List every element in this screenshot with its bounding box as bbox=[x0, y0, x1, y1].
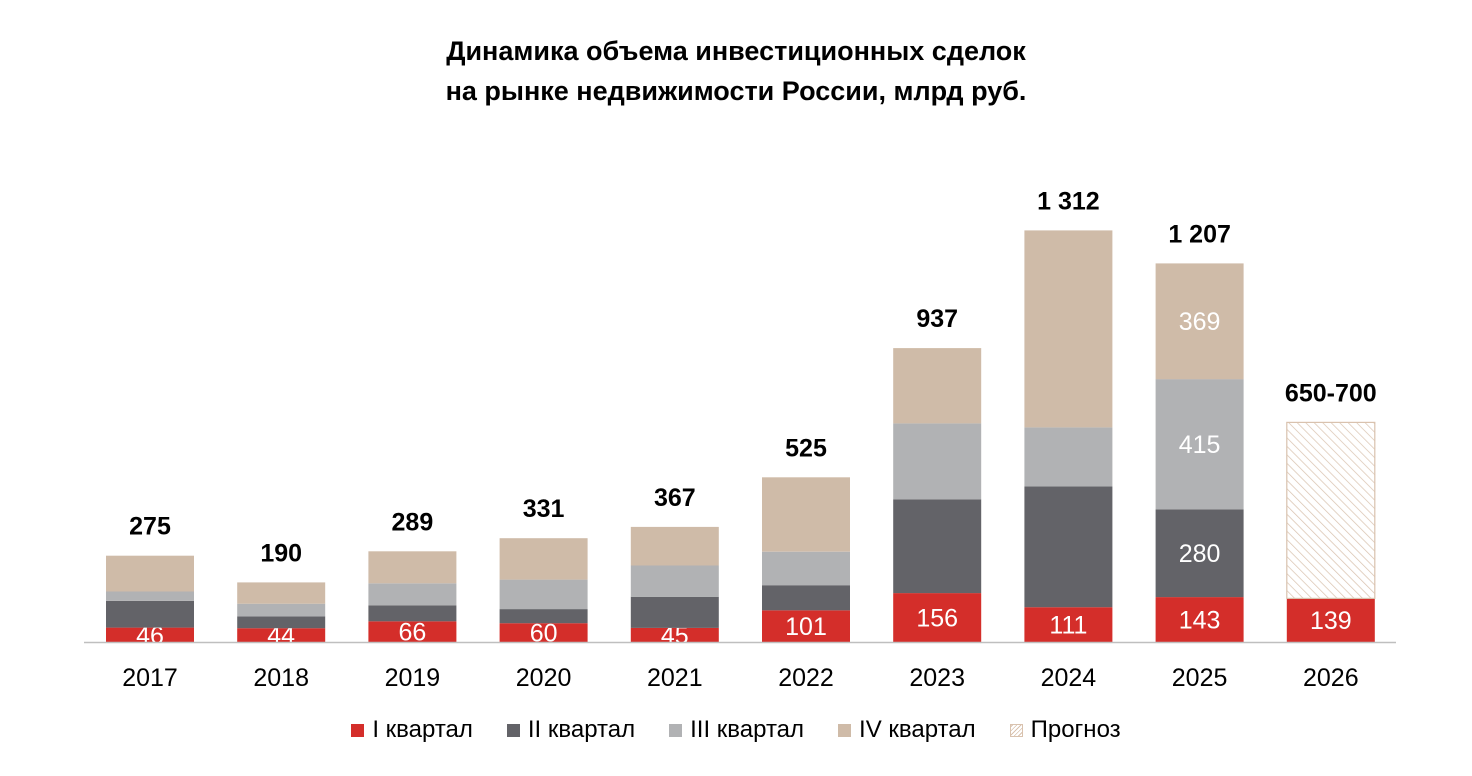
bar-segment-2020-s2 bbox=[499, 609, 588, 624]
legend-label-forecast: Прогноз bbox=[1030, 716, 1121, 743]
bar-segment-2018-s4 bbox=[237, 582, 326, 604]
bar-segment-2024-s3 bbox=[1024, 427, 1113, 487]
bar-segment-2026-s5 bbox=[1286, 421, 1376, 599]
legend-item-q2: II квартал bbox=[506, 716, 636, 744]
bar-segment-2025-s4 bbox=[1155, 263, 1244, 380]
bar-segment-2019-s4 bbox=[368, 551, 457, 584]
data-label-2025-s4: 369 bbox=[1179, 308, 1221, 336]
legend-swatch-q2 bbox=[506, 723, 520, 737]
total-label-2020: 331 bbox=[523, 495, 565, 523]
bar-segment-2017-s4 bbox=[106, 555, 194, 592]
data-label-2023-s1: 156 bbox=[916, 605, 958, 633]
total-label-2023: 937 bbox=[916, 305, 958, 333]
total-label-2025: 1 207 bbox=[1168, 220, 1231, 248]
bar-segment-2021-s3 bbox=[630, 565, 719, 597]
total-label-2019: 289 bbox=[392, 508, 434, 536]
bar-segment-2025-s3 bbox=[1155, 379, 1244, 510]
x-tick-label-2023: 2023 bbox=[909, 664, 965, 692]
bar-segment-2018-s3 bbox=[237, 603, 326, 617]
bar-segment-2026-s1 bbox=[1286, 598, 1375, 642]
bar-segment-2023-s1 bbox=[893, 593, 982, 642]
bar-segment-2022-s4 bbox=[762, 477, 850, 552]
bar-segment-2024-s1 bbox=[1024, 607, 1113, 642]
x-tick-label-2020: 2020 bbox=[516, 664, 572, 692]
legend-item-q3: III квартал bbox=[669, 716, 804, 744]
bar-segment-2023-s4 bbox=[893, 348, 982, 424]
bar-segment-2025-s2 bbox=[1155, 509, 1244, 598]
x-tick-label-2017: 2017 bbox=[122, 664, 178, 692]
legend-label-q2: II квартал bbox=[527, 716, 636, 743]
legend-label-q4: IV квартал bbox=[859, 716, 976, 743]
bar-segment-2017-s2 bbox=[106, 600, 194, 628]
bar-segment-2017-s3 bbox=[106, 591, 194, 601]
total-label-2021: 367 bbox=[654, 484, 696, 512]
bar-segment-2019-s1 bbox=[368, 621, 457, 642]
bar-segment-2022-s2 bbox=[762, 585, 850, 611]
total-label-2018: 190 bbox=[260, 539, 302, 567]
chart-legend: I квартал II квартал III квартал IV квар… bbox=[0, 716, 1472, 744]
bar-segment-2025-s1 bbox=[1155, 597, 1244, 642]
bar-segment-2020-s4 bbox=[499, 538, 588, 580]
total-label-2017: 275 bbox=[129, 513, 171, 541]
x-tick-label-2022: 2022 bbox=[778, 664, 834, 692]
bar-segment-2024-s4 bbox=[1024, 230, 1113, 428]
bar-segment-2019-s2 bbox=[368, 605, 457, 622]
total-label-2022: 525 bbox=[785, 434, 827, 462]
legend-swatch-forecast bbox=[1009, 723, 1023, 737]
data-label-2025-s1: 143 bbox=[1179, 607, 1221, 635]
bar-segment-2021-s1 bbox=[630, 627, 719, 642]
bar-segment-2017-s1 bbox=[106, 627, 194, 642]
legend-item-q4: IV квартал bbox=[838, 716, 976, 744]
total-label-2026: 650-700 bbox=[1285, 379, 1377, 407]
legend-swatch-q1 bbox=[351, 723, 365, 737]
data-label-2024-s1: 111 bbox=[1049, 612, 1087, 640]
bar-segment-2021-s4 bbox=[630, 526, 719, 566]
bar-segment-2018-s2 bbox=[237, 616, 326, 629]
legend-label-q1: I квартал bbox=[372, 716, 473, 743]
chart-title-line-2: на рынке недвижимости России, млрд руб. bbox=[445, 76, 1027, 106]
x-tick-label-2018: 2018 bbox=[253, 664, 309, 692]
x-tick-label-2021: 2021 bbox=[647, 664, 703, 692]
data-label-2025-s3: 415 bbox=[1179, 431, 1221, 459]
x-tick-label-2026: 2026 bbox=[1303, 664, 1359, 692]
bar-segment-2022-s3 bbox=[762, 551, 850, 586]
x-tick-label-2025: 2025 bbox=[1172, 664, 1228, 692]
chart-title-line-1: Динамика объема инвестиционных сделок bbox=[446, 36, 1026, 66]
bar-segment-2019-s3 bbox=[368, 583, 457, 606]
total-label-2024: 1 312 bbox=[1037, 187, 1100, 215]
bar-segment-2020-s1 bbox=[499, 623, 588, 642]
legend-swatch-q4 bbox=[838, 723, 852, 737]
data-label-2026-s1: 139 bbox=[1310, 607, 1352, 635]
legend-label-q3: III квартал bbox=[690, 716, 805, 743]
bar-segment-2018-s1 bbox=[237, 628, 326, 642]
bar-segment-2023-s3 bbox=[893, 423, 982, 500]
data-label-2022-s1: 101 bbox=[785, 613, 827, 641]
bar-segment-2022-s1 bbox=[762, 610, 850, 642]
x-tick-label-2019: 2019 bbox=[385, 664, 441, 692]
bar-segment-2023-s2 bbox=[893, 499, 982, 594]
bar-segment-2021-s2 bbox=[630, 596, 719, 628]
bar-segment-2020-s3 bbox=[499, 579, 588, 610]
legend-item-forecast: Прогноз bbox=[1009, 716, 1121, 744]
bar-segment-2024-s2 bbox=[1024, 486, 1113, 608]
legend-swatch-q3 bbox=[669, 723, 683, 737]
data-label-2020-s1: 60 bbox=[530, 620, 558, 648]
legend-item-q1: I квартал bbox=[351, 716, 473, 744]
x-tick-label-2024: 2024 bbox=[1041, 664, 1097, 692]
data-label-2025-s2: 280 bbox=[1179, 540, 1221, 568]
